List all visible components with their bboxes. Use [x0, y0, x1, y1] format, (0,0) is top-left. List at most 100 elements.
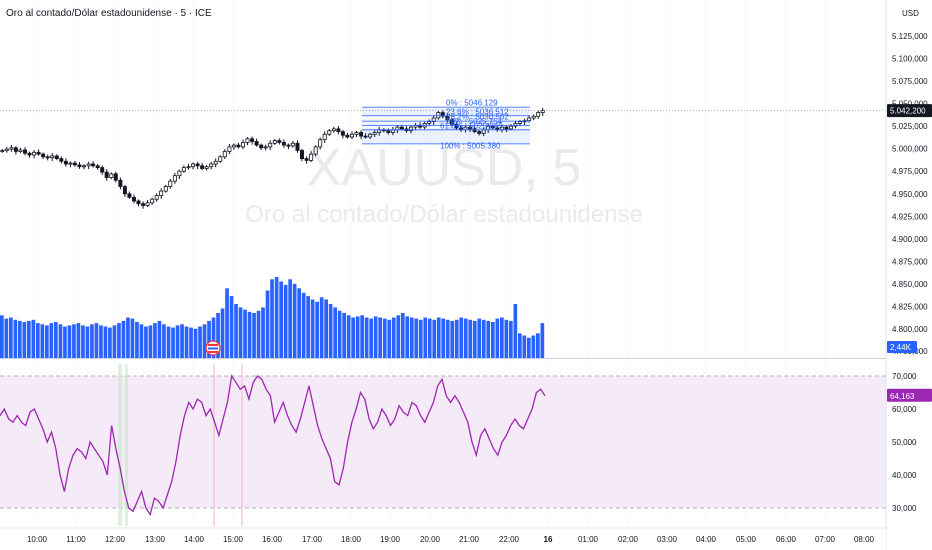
volume-value-badge-bg: [887, 341, 917, 353]
candle: [127, 191, 132, 199]
volume-bar: [130, 318, 135, 358]
volume-bar: [99, 325, 103, 358]
candle-body: [177, 170, 182, 177]
candle-body: [527, 117, 532, 122]
volume-bar: [243, 309, 247, 358]
candle: [195, 161, 200, 170]
time-tick-label: 15:00: [223, 535, 244, 544]
volume-bar: [319, 297, 324, 359]
volume-bar: [536, 333, 540, 359]
currency-label[interactable]: USD: [902, 9, 919, 18]
candle: [440, 110, 445, 119]
volume-bar: [81, 325, 85, 358]
candle: [540, 107, 545, 116]
candle: [227, 144, 232, 155]
candle-body: [27, 152, 32, 156]
volume-bar: [292, 283, 297, 359]
time-tick-label: 13:00: [145, 535, 166, 544]
price-tick-label: 4.950,000: [892, 190, 928, 199]
volume-bar: [18, 320, 22, 358]
candle: [477, 129, 482, 136]
candle-body: [82, 165, 86, 168]
candle-body: [41, 153, 46, 158]
event-marker-icon[interactable]: [205, 340, 221, 356]
volume-bar: [103, 326, 108, 358]
volume-bar: [67, 325, 72, 358]
volume-bar: [324, 299, 328, 358]
candle-body: [145, 202, 150, 206]
volume-bar: [256, 310, 261, 359]
price-tick-label: 4.975,000: [892, 167, 928, 176]
candle: [354, 130, 359, 137]
volume-bar: [211, 317, 216, 358]
volume-bar: [378, 317, 382, 358]
candle: [100, 165, 105, 175]
volume-bar: [27, 320, 31, 358]
time-axis[interactable]: 10:00 11:00 12:00 13:00 14:00 15:00 16:00 17:00…: [0, 527, 886, 550]
time-tick-label: 08:00: [854, 535, 875, 544]
rsi-highlight-strip: [118, 364, 122, 526]
volume-bar: [94, 323, 99, 358]
volume-bar: [509, 320, 513, 358]
volume-bar: [333, 307, 337, 358]
candle: [295, 140, 300, 153]
candle-body: [318, 139, 323, 148]
volume-bar: [364, 317, 369, 358]
volume-bar: [274, 277, 279, 358]
candle: [245, 137, 250, 146]
candle: [36, 149, 41, 156]
price-scale[interactable]: USD 5.125,000 5.100,000 5.075,000 5.050,000…: [885, 0, 932, 550]
fib-level-label: 23.6% : 5036.512: [446, 107, 509, 116]
candle-body: [427, 121, 432, 124]
candle-body: [4, 148, 9, 151]
candle-body: [336, 128, 341, 132]
rsi-value-badge: 64,163: [887, 388, 932, 402]
candle-body: [172, 175, 177, 182]
volume-bar: [391, 317, 396, 358]
candle-body: [518, 121, 522, 124]
candle: [150, 197, 155, 205]
time-tick-label: 01:00: [578, 535, 599, 544]
candle: [349, 131, 354, 140]
volume-bar: [472, 320, 477, 358]
volume-bar: [445, 319, 450, 359]
candle: [340, 129, 345, 139]
candle-body: [536, 112, 541, 117]
candle: [431, 115, 436, 125]
candle: [531, 114, 536, 121]
volume-bar: [13, 319, 18, 359]
volume-bar: [148, 325, 153, 358]
candle-body: [18, 149, 23, 152]
candle: [45, 154, 50, 161]
candle-body: [141, 203, 146, 206]
candle-body: [136, 200, 141, 205]
candle: [77, 162, 82, 169]
volume-bar: [459, 317, 464, 358]
fib-level-label: 100% : 5005.380: [440, 141, 501, 150]
volume-bar: [427, 318, 432, 358]
fib-level-label: 50% : 5025.754: [446, 117, 503, 126]
rsi-band: [0, 364, 886, 526]
candle-body: [408, 126, 413, 132]
candle-body: [168, 180, 173, 187]
candle: [318, 137, 323, 150]
candle: [368, 132, 373, 140]
rsi-tick-label: 70,000: [892, 372, 917, 381]
candle: [408, 125, 413, 134]
candle-body: [345, 134, 350, 138]
last-price-badge-bg: [887, 104, 932, 118]
candle-body: [104, 171, 109, 178]
candle: [54, 154, 59, 161]
candle: [200, 162, 205, 171]
volume-bar: [382, 318, 387, 358]
volume-bar: [454, 319, 459, 359]
candle: [9, 144, 14, 152]
candle: [359, 130, 364, 140]
volume-bar: [463, 318, 468, 358]
volume-bar: [184, 326, 189, 358]
candle-body: [363, 135, 368, 138]
volume-bar: [531, 335, 536, 358]
volume-bar: [36, 323, 40, 358]
